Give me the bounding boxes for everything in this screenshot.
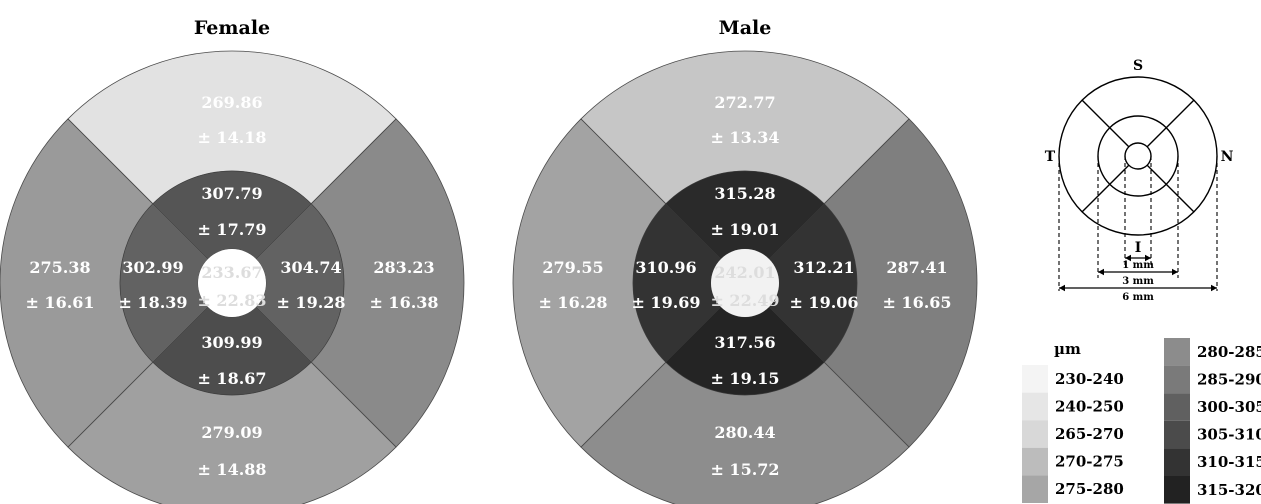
- female-map-title: Female: [194, 17, 270, 39]
- male-outer-inferior-mean: 280.44: [714, 423, 775, 442]
- female-outer-inferior-mean: 279.09: [201, 423, 262, 442]
- female-inner-temporal-mean: 302.99: [122, 258, 183, 277]
- legend-label-right-1: 285-290: [1197, 370, 1261, 388]
- female-outer-nasal-sd: ± 16.38: [369, 293, 438, 312]
- schematic-1mm-label: 1 mm: [1122, 260, 1154, 271]
- male-outer-temporal-mean: 279.55: [542, 258, 603, 277]
- female-inner-superior-sd: ± 17.79: [197, 220, 266, 239]
- legend-label-left-3: 270-275: [1055, 453, 1124, 471]
- male-inner-inferior-sd: ± 19.15: [710, 369, 779, 388]
- female-outer-temporal-mean: 275.38: [29, 258, 90, 277]
- schematic-central-ring: [1124, 142, 1152, 170]
- male-inner-temporal-sd: ± 19.69: [631, 293, 700, 312]
- legend-label-left-4: 275-280: [1055, 480, 1124, 498]
- male-central-sd: ± 22.49: [710, 291, 779, 310]
- schematic-label-superior: S: [1133, 58, 1143, 74]
- male-outer-nasal-sd: ± 16.65: [882, 293, 951, 312]
- female-inner-nasal-sd: ± 19.28: [276, 293, 345, 312]
- arrowhead: [1211, 284, 1217, 292]
- legend-swatch-left-2: [1022, 420, 1048, 448]
- female-outer-superior-mean: 269.86: [201, 93, 262, 112]
- male-outer-nasal-mean: 287.41: [886, 258, 947, 277]
- schematic-3mm-label: 3 mm: [1122, 276, 1154, 287]
- male-outer-superior-sd: ± 13.34: [710, 128, 779, 147]
- arrowhead: [1172, 268, 1178, 276]
- arrowhead: [1125, 254, 1131, 262]
- legend-swatch-right-5: [1164, 476, 1190, 504]
- schematic-divider: [1146, 164, 1195, 213]
- female-inner-temporal-sd: ± 18.39: [118, 293, 187, 312]
- female-inner-nasal-mean: 304.74: [280, 258, 341, 277]
- legend-label-right-5: 315-320: [1197, 481, 1261, 499]
- female-outer-nasal-mean: 283.23: [373, 258, 434, 277]
- legend-swatch-right-4: [1164, 448, 1190, 476]
- female-outer-temporal-sd: ± 16.61: [25, 293, 94, 312]
- male-inner-nasal-sd: ± 19.06: [789, 293, 858, 312]
- female-central-sd: ± 22.83: [197, 291, 266, 310]
- female-inner-superior-mean: 307.79: [201, 184, 262, 203]
- schematic-divider: [1081, 164, 1130, 213]
- female-inner-inferior-mean: 309.99: [201, 333, 262, 352]
- legend-label-right-3: 305-310: [1197, 426, 1261, 444]
- legend-label-left-2: 265-270: [1055, 425, 1124, 443]
- female-central-sector: [198, 249, 266, 317]
- male-map-title: Male: [719, 17, 772, 39]
- legend-swatch-right-3: [1164, 420, 1190, 449]
- male-inner-temporal-mean: 310.96: [635, 258, 696, 277]
- arrowhead: [1098, 268, 1104, 276]
- schematic-label-inferior: I: [1135, 240, 1142, 256]
- male-inner-nasal-mean: 312.21: [793, 258, 854, 277]
- legend-swatch-left-1: [1022, 392, 1048, 421]
- schematic-divider: [1081, 99, 1130, 148]
- legend-label-left-0: 230-240: [1055, 370, 1124, 388]
- legend-label-right-0: 280-285: [1197, 343, 1261, 361]
- female-central-mean: 233.67: [201, 263, 262, 282]
- male-outer-temporal-sd: ± 16.28: [538, 293, 607, 312]
- female-thickness-map: Female 269.86 ± 14.18 275.38 ± 16.61 283…: [0, 17, 465, 504]
- legend-unit: µm: [1054, 340, 1081, 358]
- male-thickness-map: Male 272.77 ± 13.34 279.55 ± 16.28 287.4…: [512, 17, 978, 504]
- male-central-sector: [711, 249, 779, 317]
- schematic-6mm-label: 6 mm: [1122, 292, 1154, 303]
- male-outer-superior-mean: 272.77: [714, 93, 775, 112]
- male-inner-inferior-mean: 317.56: [714, 333, 775, 352]
- schematic-divider: [1146, 99, 1195, 148]
- male-central-mean: 242.01: [714, 263, 775, 282]
- male-inner-superior-mean: 315.28: [714, 184, 775, 203]
- legend-swatch-right-0: [1164, 338, 1190, 366]
- thickness-legend: µm 230-240 240-250 265-270 270-275 275-280 28…: [1022, 338, 1261, 504]
- legend-swatch-left-3: [1022, 447, 1048, 476]
- female-outer-inferior-sd: ± 14.88: [197, 460, 266, 479]
- female-inner-inferior-sd: ± 18.67: [197, 369, 266, 388]
- male-inner-superior-sd: ± 19.01: [710, 220, 779, 239]
- etdrs-grid-schematic: [1058, 76, 1218, 292]
- female-outer-superior-sd: ± 14.18: [197, 128, 266, 147]
- male-outer-inferior-sd: ± 15.72: [710, 460, 779, 479]
- legend-swatch-left-4: [1022, 475, 1048, 503]
- legend-label-left-1: 240-250: [1055, 397, 1124, 415]
- legend-swatch-left-0: [1022, 365, 1048, 393]
- legend-label-right-4: 310-315: [1197, 453, 1261, 471]
- legend-label-right-2: 300-305: [1197, 398, 1261, 416]
- legend-swatch-right-2: [1164, 393, 1190, 421]
- schematic-label-temporal: T: [1045, 149, 1056, 165]
- schematic-label-nasal: N: [1221, 149, 1234, 165]
- legend-swatch-right-1: [1164, 365, 1190, 394]
- arrowhead: [1145, 254, 1151, 262]
- arrowhead: [1059, 284, 1065, 292]
